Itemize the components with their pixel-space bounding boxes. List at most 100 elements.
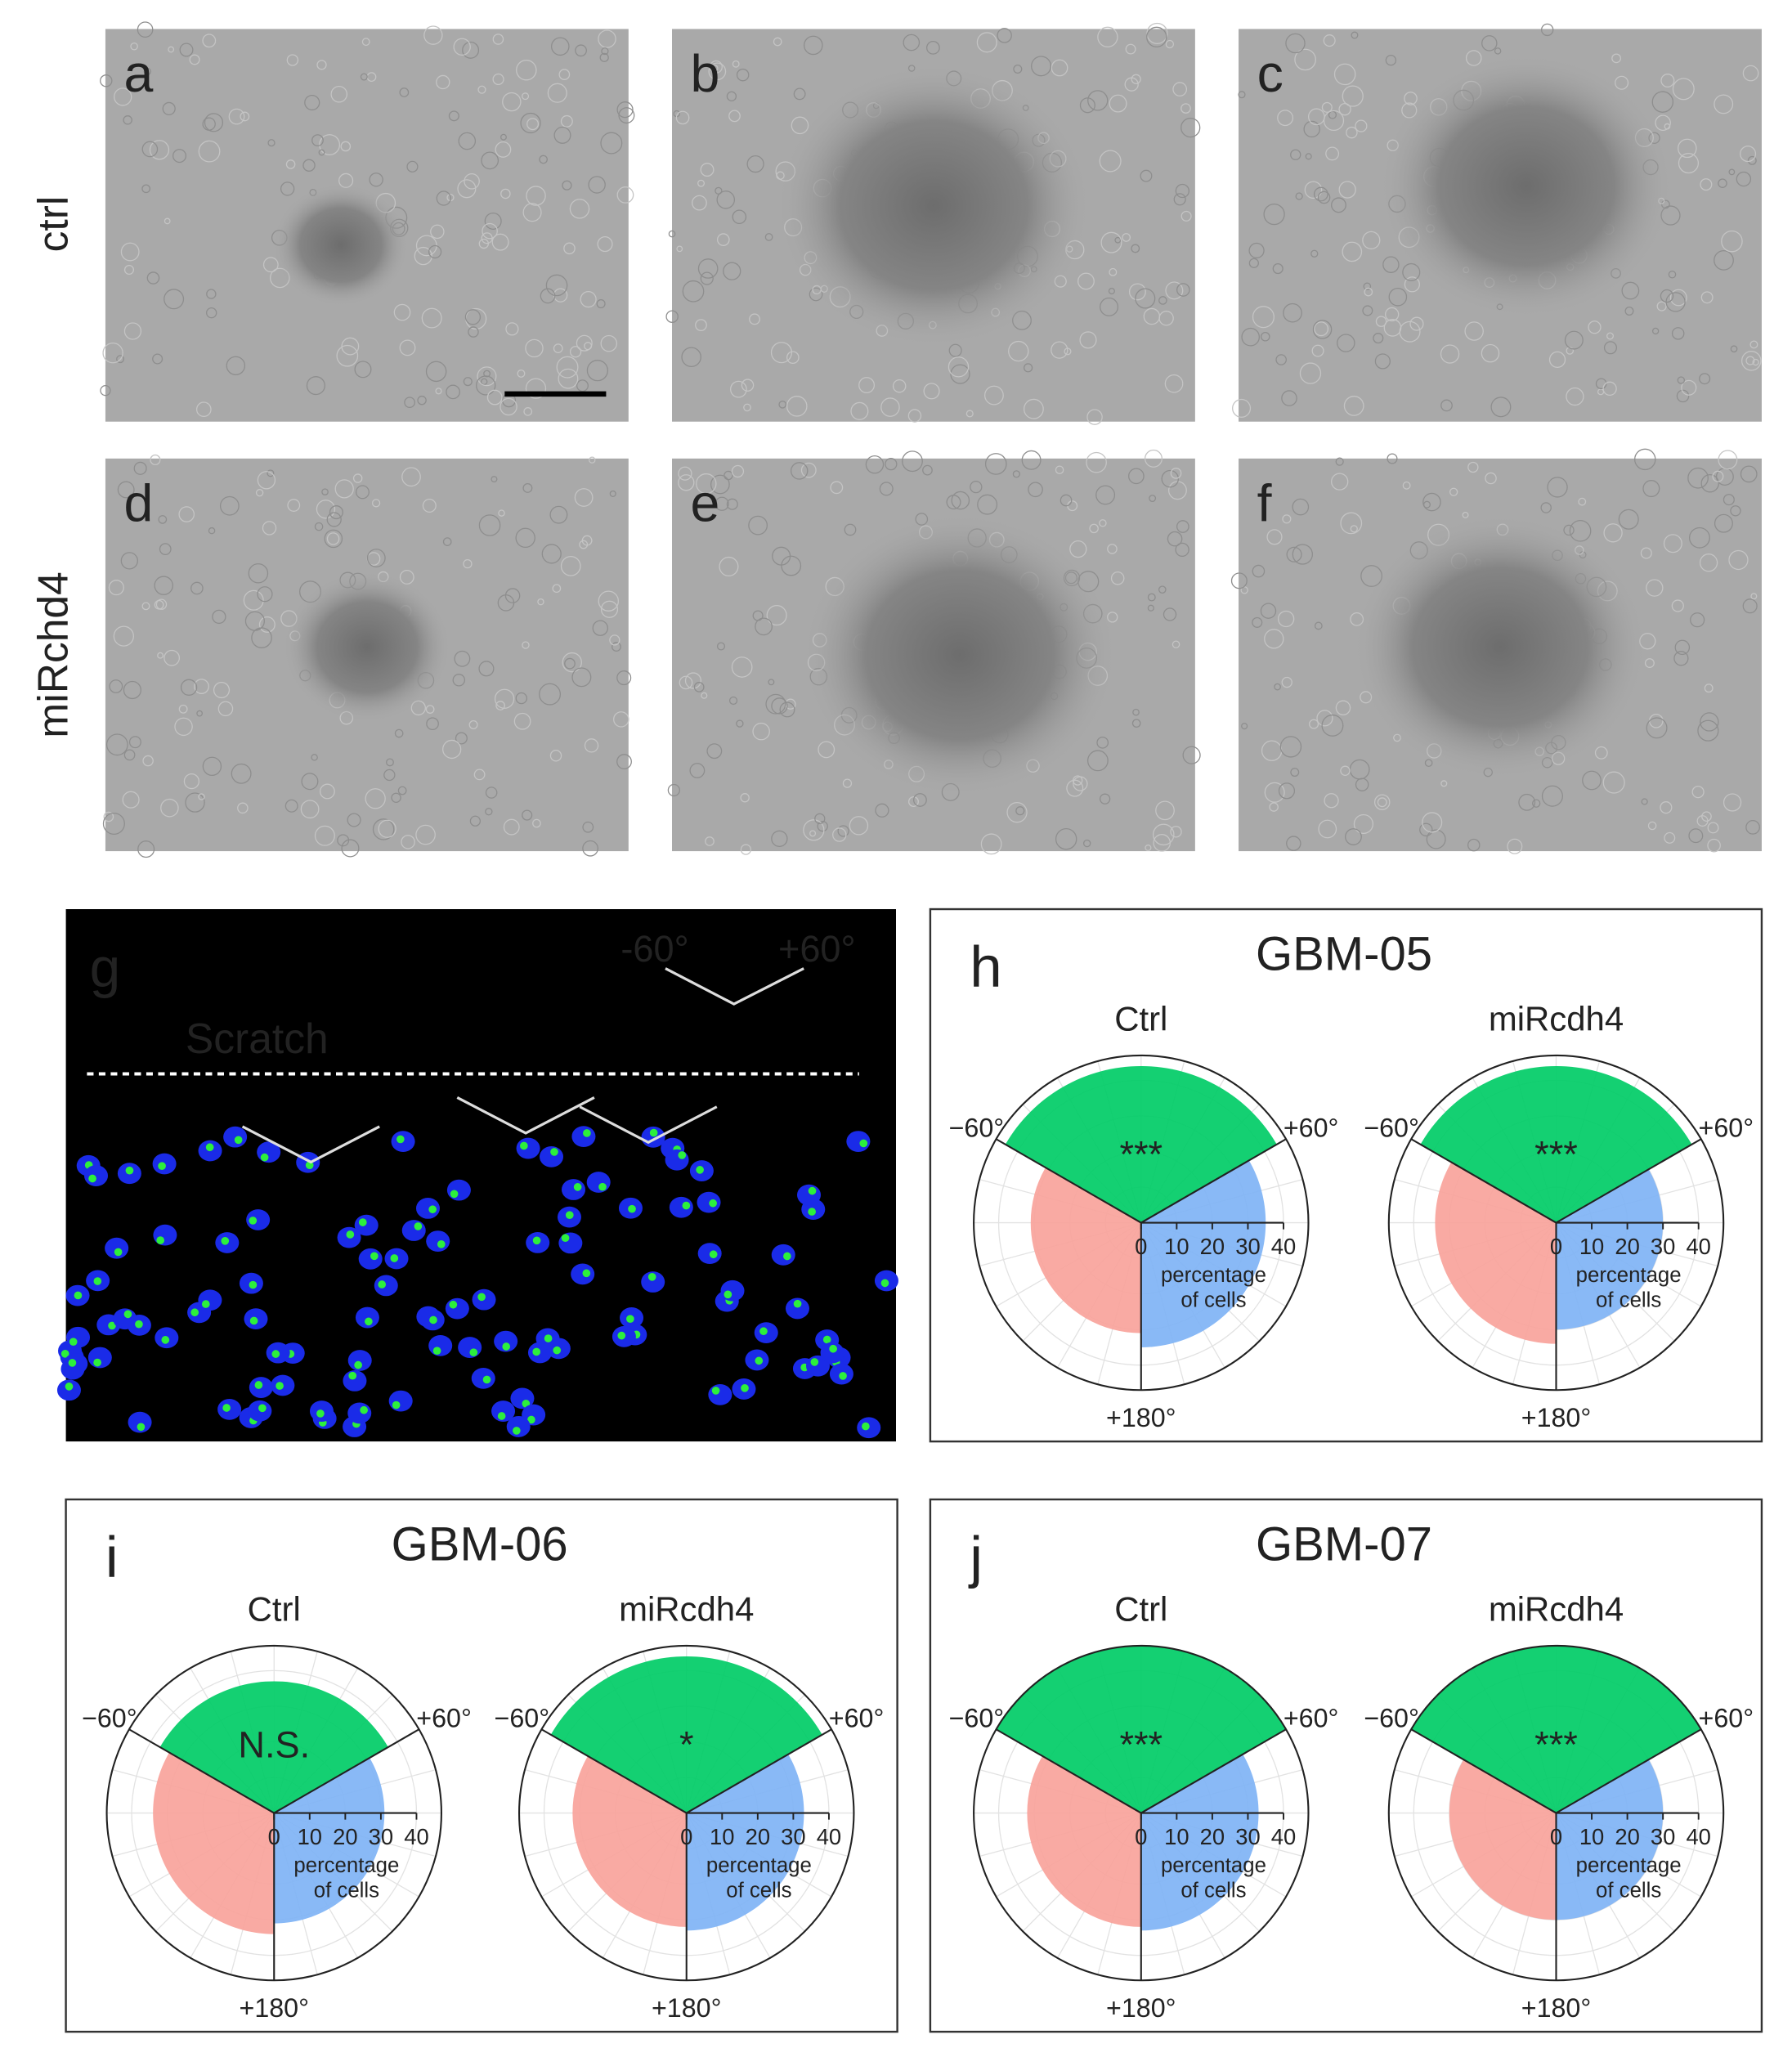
- cell-texture: [1588, 320, 1602, 334]
- cell-texture: [164, 649, 181, 666]
- cell-texture: [1321, 101, 1333, 113]
- cell-texture: [458, 132, 477, 150]
- cell-texture: [428, 244, 442, 259]
- panel-label: h: [970, 934, 1001, 999]
- cell-texture: [681, 347, 701, 368]
- cell-texture: [675, 110, 690, 125]
- centrosome: [482, 1375, 491, 1384]
- nucleus: [426, 1230, 450, 1252]
- cell-texture: [946, 495, 961, 510]
- row-label: ctrl: [29, 196, 76, 253]
- cell-texture: [588, 176, 606, 194]
- nucleus: [494, 1330, 518, 1352]
- cell-texture: [1158, 296, 1167, 305]
- cell-texture: [1540, 502, 1552, 513]
- cell-texture: [1175, 542, 1189, 558]
- cell-texture: [1012, 470, 1020, 478]
- cell-texture: [1409, 316, 1424, 331]
- cell-texture: [164, 289, 185, 310]
- cell-texture: [1531, 799, 1541, 808]
- cell-texture: [287, 499, 301, 512]
- cell-texture: [133, 461, 147, 475]
- cell-texture: [948, 356, 970, 378]
- cell-texture: [728, 110, 741, 123]
- cell-texture: [560, 114, 573, 128]
- nucleus: [708, 1383, 732, 1405]
- centrosome: [316, 1409, 325, 1418]
- cell-texture: [483, 370, 491, 378]
- cell-texture: [1272, 262, 1284, 275]
- cell-texture: [1069, 540, 1087, 558]
- cell-texture: [262, 521, 277, 536]
- cell-texture: [178, 704, 188, 714]
- cell-texture: [1331, 473, 1349, 491]
- cell-texture: [1426, 829, 1446, 849]
- nucleus: [198, 1289, 222, 1311]
- cell-texture: [1125, 43, 1136, 55]
- r-tick-label: 40: [817, 1824, 841, 1849]
- r-tick-label: 20: [333, 1824, 357, 1849]
- centrosome: [839, 1372, 847, 1380]
- cell-texture: [321, 488, 329, 495]
- cell-texture: [1295, 192, 1303, 200]
- cell-texture: [1728, 549, 1749, 571]
- cell-texture: [1700, 474, 1719, 493]
- cell-texture: [553, 126, 571, 144]
- cell-texture: [143, 67, 151, 76]
- r-tick-label: 40: [1271, 1824, 1296, 1849]
- cell-texture: [503, 818, 520, 836]
- cell-texture: [417, 395, 427, 406]
- panel-label: b: [691, 44, 720, 103]
- sector: [1556, 1759, 1664, 1920]
- cell-texture: [1419, 822, 1433, 837]
- cell-texture: [1736, 171, 1752, 187]
- cell-texture: [1671, 327, 1685, 340]
- cell-texture: [486, 389, 503, 406]
- cell-texture: [1260, 603, 1277, 619]
- cell-texture: [609, 634, 620, 646]
- cell-texture: [582, 821, 594, 833]
- centrosome: [532, 1236, 541, 1245]
- cell-texture: [1099, 793, 1111, 804]
- cell-texture: [1158, 585, 1167, 594]
- cell-texture: [743, 403, 751, 412]
- cell-texture: [726, 498, 738, 510]
- centrosome: [348, 1371, 357, 1380]
- sector: [153, 1752, 275, 1934]
- cell-texture: [706, 743, 723, 760]
- cell-texture: [162, 101, 176, 116]
- nucleus: [128, 1411, 152, 1433]
- cell-texture: [404, 397, 415, 409]
- sector-boundary: [686, 1728, 832, 1814]
- cell-texture: [495, 701, 505, 710]
- cell-texture: [228, 108, 245, 125]
- cell-texture: [1294, 48, 1316, 71]
- cell-texture: [122, 791, 140, 809]
- cell-texture: [1238, 91, 1246, 99]
- cell-texture: [178, 506, 195, 522]
- centrosome: [649, 1128, 658, 1137]
- cell-cluster: [802, 513, 1117, 796]
- r-tick-label: 40: [1686, 1234, 1710, 1259]
- scratch-label: Scratch: [186, 1015, 329, 1062]
- cell-texture: [1714, 94, 1734, 114]
- centrosome: [565, 1211, 574, 1220]
- centrosome: [190, 1308, 199, 1317]
- cell-texture: [516, 59, 537, 81]
- cell-texture: [1131, 719, 1141, 728]
- cell-texture: [258, 616, 276, 633]
- cell-texture: [923, 383, 940, 400]
- cell-texture: [837, 825, 849, 837]
- angle-label: −60°: [1364, 1114, 1419, 1143]
- cell-texture: [1314, 621, 1323, 630]
- cell-texture: [579, 540, 589, 549]
- cell-texture: [1603, 341, 1617, 355]
- cell-texture: [123, 264, 135, 276]
- cell-texture: [217, 701, 234, 717]
- cell-texture: [1672, 78, 1695, 101]
- cell-texture: [401, 835, 415, 849]
- cell-texture: [885, 458, 898, 471]
- centrosome: [271, 1350, 280, 1358]
- centrosome: [741, 1384, 749, 1392]
- cell-texture: [319, 134, 341, 156]
